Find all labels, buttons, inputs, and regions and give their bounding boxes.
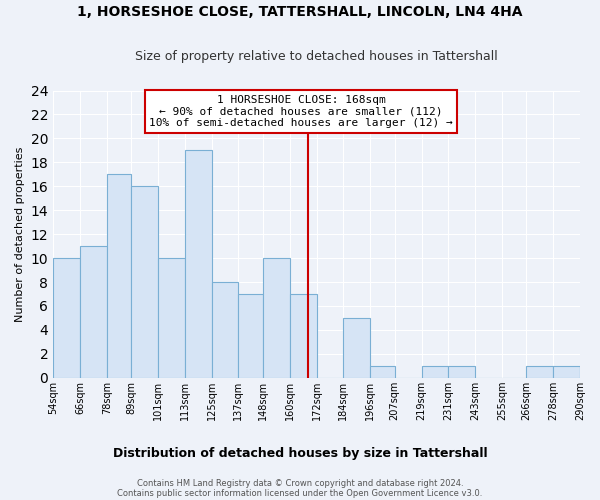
Bar <box>80 246 107 378</box>
Bar <box>131 186 158 378</box>
Bar <box>53 258 80 378</box>
Y-axis label: Number of detached properties: Number of detached properties <box>15 146 25 322</box>
Bar <box>553 366 580 378</box>
Bar <box>107 174 131 378</box>
Bar <box>238 294 263 378</box>
Bar <box>290 294 317 378</box>
Text: Contains HM Land Registry data © Crown copyright and database right 2024.: Contains HM Land Registry data © Crown c… <box>137 478 463 488</box>
Bar <box>185 150 212 378</box>
Bar <box>158 258 185 378</box>
Bar <box>422 366 448 378</box>
Bar <box>343 318 370 378</box>
Text: Contains public sector information licensed under the Open Government Licence v3: Contains public sector information licen… <box>118 488 482 498</box>
Bar <box>526 366 553 378</box>
Bar <box>370 366 395 378</box>
Bar <box>212 282 238 378</box>
Text: 1, HORSESHOE CLOSE, TATTERSHALL, LINCOLN, LN4 4HA: 1, HORSESHOE CLOSE, TATTERSHALL, LINCOLN… <box>77 5 523 19</box>
Text: Distribution of detached houses by size in Tattershall: Distribution of detached houses by size … <box>113 447 487 460</box>
Bar <box>580 366 600 378</box>
Bar <box>448 366 475 378</box>
Title: Size of property relative to detached houses in Tattershall: Size of property relative to detached ho… <box>135 50 498 63</box>
Text: 1 HORSESHOE CLOSE: 168sqm
← 90% of detached houses are smaller (112)
10% of semi: 1 HORSESHOE CLOSE: 168sqm ← 90% of detac… <box>149 95 453 128</box>
Bar <box>263 258 290 378</box>
